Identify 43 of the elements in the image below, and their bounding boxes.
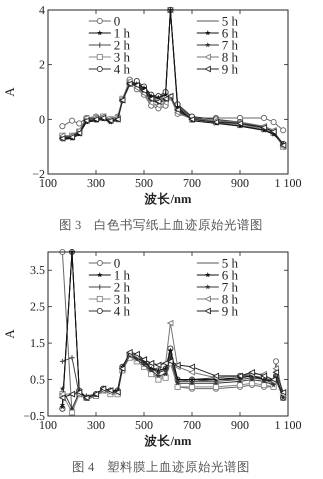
legend-label: 5 h [222,14,239,28]
legend-label: 9 h [222,304,239,318]
legend-label: 3 h [114,292,131,306]
x-tick-label: 1 100 [274,418,302,432]
legend-label: 8 h [222,292,239,306]
x-tick-label: 900 [231,176,249,190]
legend-label: 1 h [114,268,131,282]
legend-label: 6 h [222,26,239,40]
x-tick-label: 300 [87,418,105,432]
text: 图 4 塑料膜上血迹原始光谱图 [72,459,250,474]
y-tick-label: 4 [39,3,45,17]
x-tick-label: 500 [135,418,153,432]
legend-label: 0 [114,256,120,270]
legend-label: 5 h [222,256,239,270]
text: 图 3 白色书写纸上血迹原始光谱图 [58,217,264,232]
legend-label: 7 h [222,38,239,52]
legend-label: 9 h [222,62,239,76]
x-axis-title: 波长/nm [144,434,192,448]
y-axis-title: A [2,86,17,97]
legend-label: 4 h [114,304,131,318]
x-tick-label: 1 100 [274,176,302,190]
legend-label: 4 h [114,62,131,76]
y-tick-label: 2.5 [30,300,45,314]
x-tick-label: 700 [183,418,201,432]
legend-label: 0 [114,14,120,28]
y-tick-label: 2 [39,58,45,72]
y-axis-title: A [2,328,17,339]
legend-label: 3 h [114,50,131,64]
y-tick-label: 0 [39,112,45,126]
legend-label: 7 h [222,280,239,294]
legend-label: 6 h [222,268,239,282]
x-tick-label: 300 [87,176,105,190]
x-tick-label: 700 [183,176,201,190]
legend-label: 1 h [114,26,131,40]
y-tick-label: 3.5 [30,263,45,278]
x-axis-title: 波长/nm [144,192,192,206]
y-tick-label: 0.5 [30,372,45,387]
x-tick-label: 500 [135,176,153,190]
x-tick-label: 900 [231,418,249,432]
legend-label: 2 h [114,280,131,294]
legend-label: 2 h [114,38,131,52]
legend-label: 8 h [222,50,239,64]
y-tick-label: 1.5 [30,336,45,350]
